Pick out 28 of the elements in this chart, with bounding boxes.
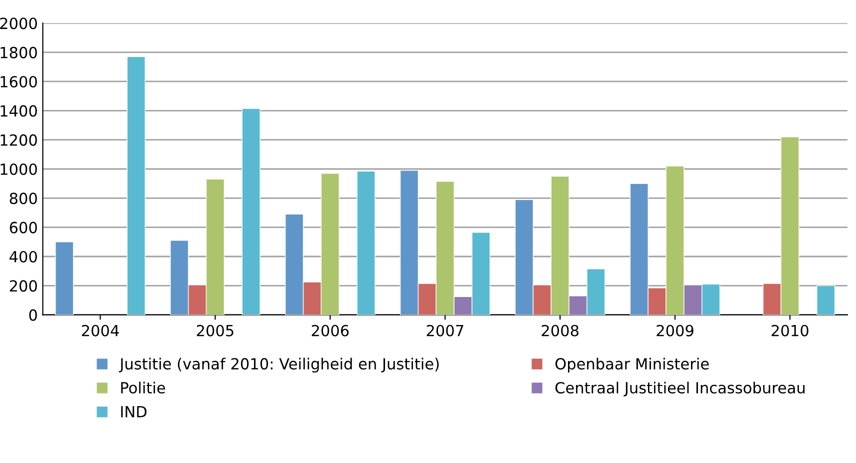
x-tick-label: 2006 [312, 324, 349, 336]
x-tick-label: 2004 [82, 324, 119, 336]
bar [55, 242, 74, 315]
y-tick-label: 800 [10, 192, 37, 204]
bar [242, 108, 260, 315]
bar [356, 170, 376, 315]
y-tick-label: 600 [10, 222, 37, 234]
bar [816, 285, 836, 315]
x-tick-label: 2009 [656, 324, 694, 336]
x-tick-label: 2008 [542, 324, 578, 336]
x-tick-label: 2010 [772, 324, 808, 336]
legend-label: Openbaar Ministerie [555, 358, 709, 373]
bar [126, 56, 146, 315]
x-tick-label: 2005 [196, 324, 234, 336]
legend-label: Centraal Justitieel Incassobureau [555, 382, 805, 396]
y-tick-label: 2000 [0, 18, 37, 30]
y-tick-label: 0 [29, 309, 37, 321]
legend-label: Politie [121, 382, 166, 394]
y-tick-label: 1800 [0, 46, 37, 58]
x-tick-label: 2007 [426, 324, 464, 336]
y-tick-label: 1200 [0, 134, 37, 146]
y-tick-label: 1400 [0, 105, 37, 117]
y-tick-label: 400 [10, 250, 37, 263]
legend-label: IND [121, 406, 146, 418]
y-tick-label: 1600 [0, 76, 37, 88]
y-tick-label: 1000 [0, 163, 37, 176]
y-tick-label: 200 [10, 280, 37, 292]
legend-label: Justitie (vanaf 2010: Veiligheid en Justitie) [118, 358, 439, 373]
